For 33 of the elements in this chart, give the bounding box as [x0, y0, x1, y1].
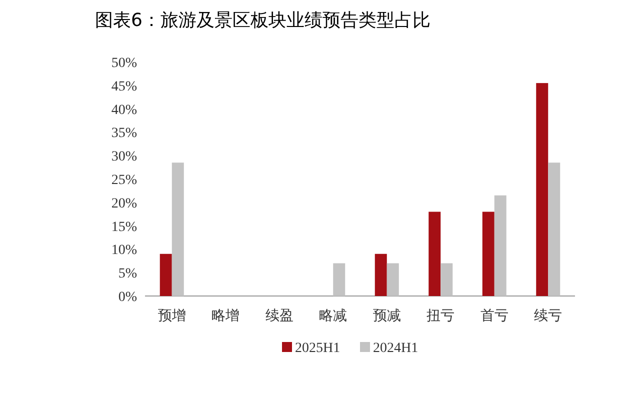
y-tick-label: 30%: [111, 150, 138, 165]
x-tick-label: 续盈: [265, 308, 294, 324]
bar: [160, 254, 172, 296]
bar: [428, 212, 441, 296]
y-tick-label: 0%: [118, 290, 138, 305]
legend-label: 2024H1: [373, 341, 418, 356]
y-tick-label: 35%: [111, 126, 138, 142]
legend-label: 2025H1: [295, 341, 340, 356]
y-tick-label: 20%: [111, 196, 138, 212]
x-tick-label: 预增: [158, 308, 186, 324]
bar: [494, 195, 506, 296]
x-tick-label: 首亏: [480, 308, 508, 324]
bar: [172, 162, 184, 296]
bar: [548, 162, 560, 296]
y-tick-label: 45%: [111, 79, 138, 94]
y-tick-label: 10%: [111, 243, 138, 258]
x-tick-label: 略减: [319, 308, 348, 324]
bar: [374, 254, 387, 296]
x-tick-label: 扭亏: [426, 308, 455, 324]
y-tick-label: 50%: [111, 56, 138, 71]
y-tick-label: 25%: [111, 173, 138, 188]
bar: [440, 263, 453, 296]
y-tick-label: 40%: [111, 102, 138, 118]
x-tick-label: 续亏: [534, 308, 562, 324]
bar: [386, 263, 399, 296]
x-tick-label: 预减: [372, 308, 401, 324]
bar: [333, 263, 346, 296]
y-tick-label: 15%: [111, 220, 138, 235]
bar: [482, 212, 494, 296]
bar: [536, 83, 548, 296]
chart-title: 图表6：旅游及景区板块业绩预告类型占比: [95, 10, 430, 31]
x-tick-label: 略增: [212, 308, 240, 324]
y-tick-label: 5%: [118, 266, 138, 282]
